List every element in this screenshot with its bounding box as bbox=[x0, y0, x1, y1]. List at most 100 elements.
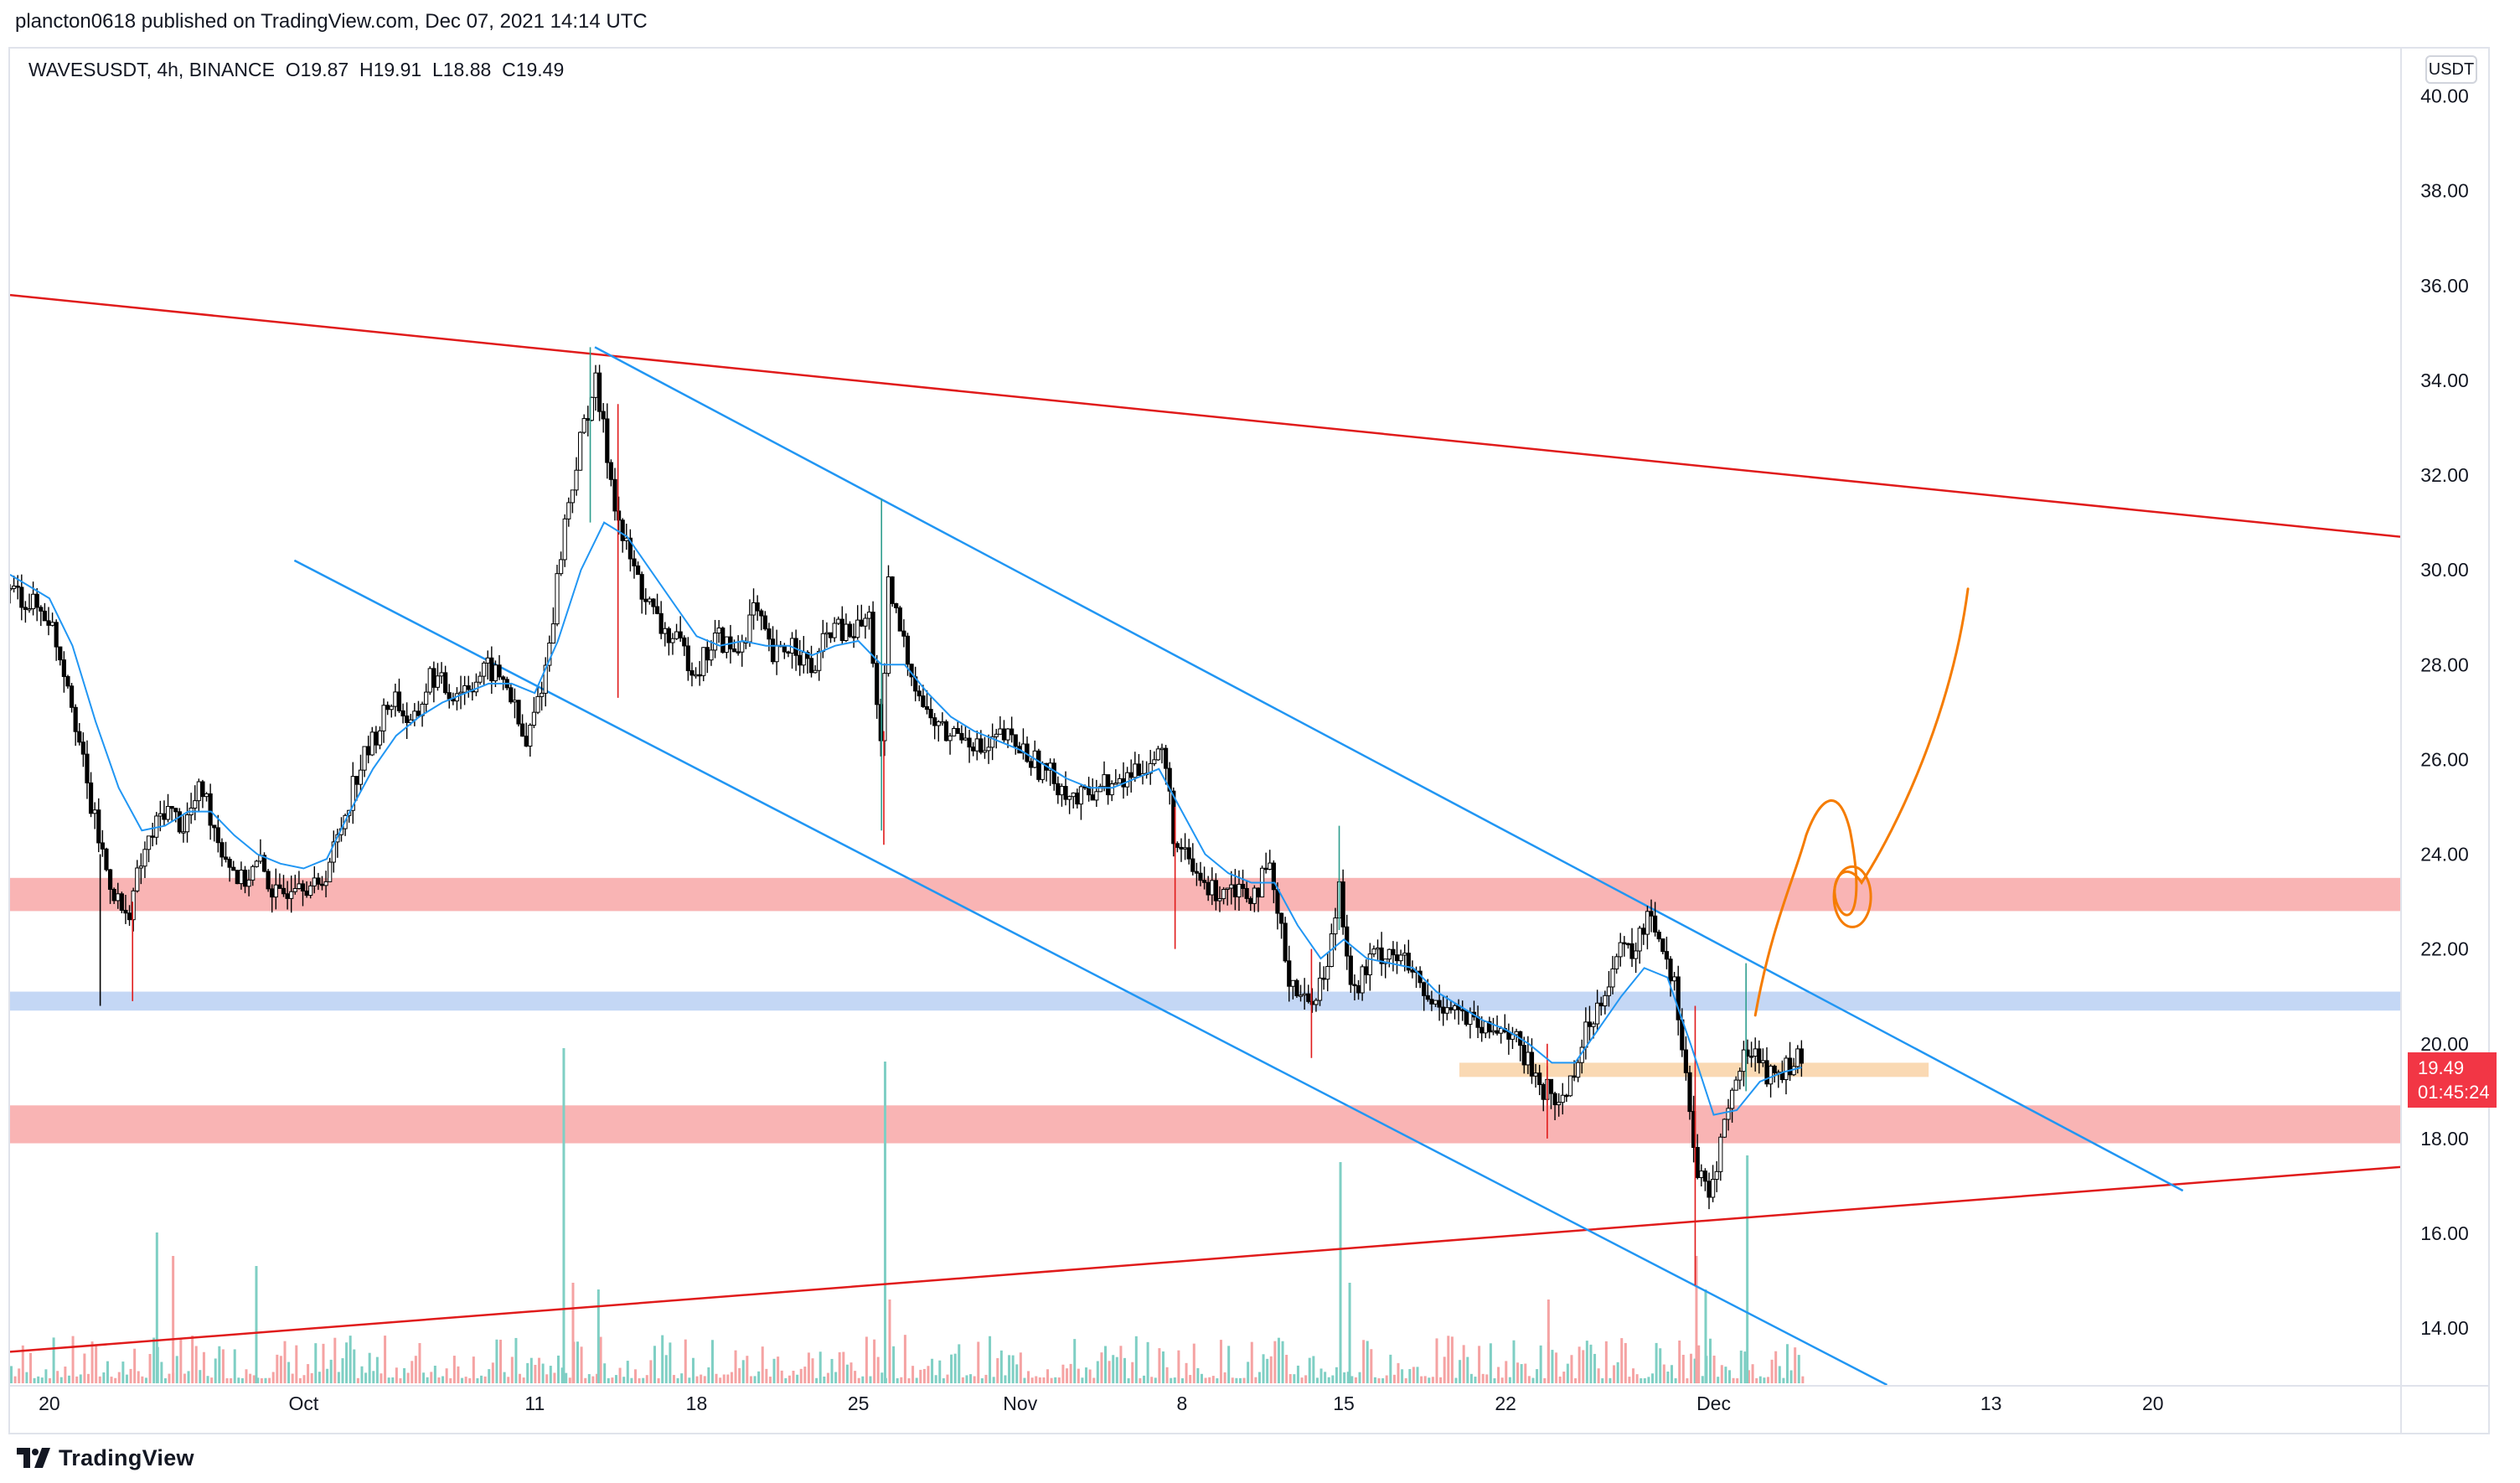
volume-bar bbox=[669, 1342, 672, 1383]
candle-body bbox=[616, 510, 622, 521]
volume-bar bbox=[684, 1339, 687, 1383]
volume-bar bbox=[1686, 1377, 1689, 1383]
candle-body bbox=[982, 750, 988, 753]
candle-body bbox=[1795, 1048, 1800, 1067]
volume-bar bbox=[803, 1367, 807, 1383]
volume-bar bbox=[973, 1376, 976, 1383]
volume-bar bbox=[1281, 1341, 1284, 1383]
volume-bar bbox=[1746, 1155, 1749, 1383]
volume-bar bbox=[1589, 1344, 1593, 1383]
candle-body bbox=[416, 710, 421, 716]
y-tick-label: 24.00 bbox=[2420, 844, 2469, 866]
volume-bar bbox=[1431, 1377, 1434, 1383]
volume-bar bbox=[626, 1361, 629, 1383]
support-zone[interactable] bbox=[10, 991, 2400, 1011]
candle-body bbox=[30, 593, 36, 610]
candle-body bbox=[242, 870, 248, 887]
candle-body bbox=[162, 813, 167, 820]
x-tick-label: 20 bbox=[39, 1393, 60, 1414]
chart-frame[interactable] bbox=[8, 47, 2490, 1434]
candle-body bbox=[181, 831, 186, 834]
volume-bar bbox=[1493, 1377, 1496, 1383]
candle-body bbox=[635, 565, 641, 576]
candle-body bbox=[1067, 796, 1072, 800]
candle-body bbox=[1010, 728, 1015, 736]
volume-bar bbox=[1701, 1376, 1704, 1383]
candle-body bbox=[1186, 847, 1191, 860]
volume-bar bbox=[1269, 1356, 1273, 1383]
candle-body bbox=[135, 867, 140, 891]
candle-body bbox=[1159, 747, 1164, 751]
candle-body bbox=[215, 827, 220, 844]
candle-body bbox=[300, 883, 306, 891]
volume-bar bbox=[741, 1360, 745, 1383]
candle-body bbox=[1572, 1075, 1577, 1078]
candle-body bbox=[1398, 954, 1403, 962]
volume-bar bbox=[576, 1341, 580, 1383]
volume-bar bbox=[1724, 1367, 1727, 1383]
candle-body bbox=[770, 638, 776, 663]
currency-button[interactable]: USDT bbox=[2425, 55, 2477, 84]
candle-body bbox=[1452, 1005, 1458, 1010]
volume-bar bbox=[237, 1377, 240, 1383]
volume-bar bbox=[1593, 1353, 1597, 1383]
volume-bar bbox=[834, 1372, 838, 1383]
candle-body bbox=[1552, 1093, 1557, 1106]
resistance-zone[interactable] bbox=[10, 877, 2400, 912]
moving-average-line[interactable] bbox=[10, 521, 1802, 1116]
candle-body bbox=[740, 641, 745, 653]
volume-bar bbox=[903, 1335, 906, 1383]
volume-bar bbox=[1073, 1339, 1077, 1383]
volume-bar bbox=[507, 1377, 510, 1383]
candle-body bbox=[1629, 943, 1634, 959]
candle-body bbox=[1109, 783, 1114, 796]
volume-bar bbox=[549, 1366, 552, 1383]
candle-body bbox=[674, 631, 679, 639]
volume-bar bbox=[1566, 1363, 1569, 1383]
candle-body bbox=[54, 622, 59, 648]
volume-bar bbox=[387, 1377, 390, 1383]
volume-bar bbox=[1348, 1283, 1351, 1383]
projection-path[interactable] bbox=[1753, 587, 1970, 1017]
volume-bar bbox=[199, 1370, 202, 1383]
candle-body bbox=[1075, 792, 1080, 805]
volume-bar bbox=[1547, 1300, 1550, 1383]
candle-body bbox=[1306, 993, 1311, 1002]
channel-lower-line[interactable] bbox=[293, 559, 1888, 1385]
wedge-lower-line[interactable] bbox=[10, 1165, 2400, 1353]
volume-bar bbox=[252, 1375, 256, 1383]
tradingview-logo[interactable]: TradingView bbox=[17, 1443, 194, 1473]
candle-body bbox=[246, 879, 251, 887]
x-tick-label: 18 bbox=[686, 1393, 708, 1414]
volume-bar bbox=[1443, 1356, 1446, 1383]
candle-body bbox=[1278, 912, 1284, 924]
volume-bar bbox=[664, 1355, 668, 1383]
candle-body bbox=[1071, 792, 1076, 798]
candle-body bbox=[1059, 786, 1065, 796]
projection-circle[interactable] bbox=[1832, 865, 1872, 928]
channel-upper-line[interactable] bbox=[594, 346, 2184, 1192]
volume-bar bbox=[1139, 1377, 1142, 1383]
volume-bar bbox=[584, 1377, 587, 1383]
volume-bar bbox=[1770, 1359, 1774, 1383]
candle-body bbox=[1167, 767, 1172, 792]
volume-bar bbox=[430, 1372, 433, 1383]
volume-bar bbox=[356, 1377, 359, 1383]
volume-bar bbox=[152, 1337, 156, 1383]
candle-body bbox=[1557, 1102, 1562, 1106]
volume-bar bbox=[1450, 1336, 1454, 1383]
lower-zone[interactable] bbox=[10, 1105, 2400, 1144]
volume-bar bbox=[1238, 1377, 1242, 1383]
volume-bar bbox=[114, 1377, 117, 1383]
candle-body bbox=[712, 633, 718, 651]
volume-bar bbox=[977, 1341, 980, 1383]
volume-bar bbox=[845, 1364, 849, 1383]
volume-bar bbox=[969, 1374, 973, 1383]
volume-bar bbox=[1204, 1377, 1207, 1383]
volume-bar bbox=[255, 1266, 258, 1383]
wedge-upper-line[interactable] bbox=[10, 293, 2400, 538]
symbol-legend[interactable]: WAVESUSDT, 4h, BINANCE O19.87 H19.91 L18… bbox=[28, 59, 564, 81]
x-tick-label: Nov bbox=[1003, 1393, 1037, 1414]
candle-body bbox=[1175, 843, 1180, 848]
